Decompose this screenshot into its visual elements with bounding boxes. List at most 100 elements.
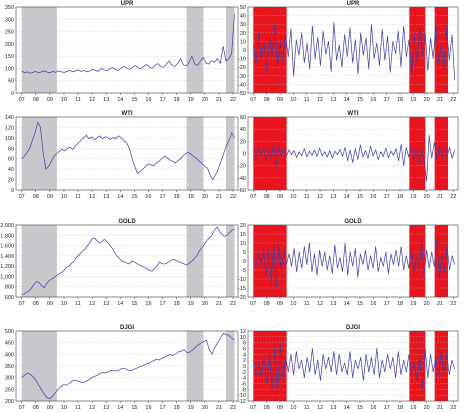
djgi-level-ytick-0: 200 xyxy=(5,399,14,405)
gold-return-xtick-10: 17 xyxy=(384,301,390,307)
upr-return-ytick-1: -40 xyxy=(238,82,246,88)
upr-level-ytick-4: 200 xyxy=(5,42,14,48)
djgi-return-xtick-13: 20 xyxy=(424,405,430,411)
upr-level-ytick-0: 0 xyxy=(11,91,14,97)
upr-level-xtick-6: 13 xyxy=(103,97,109,103)
gold-return-ytick-1: -15 xyxy=(238,286,246,292)
wti-return-xtick-9: 16 xyxy=(370,194,376,200)
djgi-level-xtick-15: 22 xyxy=(230,405,236,411)
wti-return-title: WTI xyxy=(348,111,359,117)
upr-return-series-line-0 xyxy=(252,22,456,81)
djgi-level-ytick-1: 250 xyxy=(5,387,14,393)
upr-return-ytick-7: 20 xyxy=(240,31,246,37)
djgi-return-xtick-11: 18 xyxy=(397,405,403,411)
gold-level-xtick-6: 13 xyxy=(103,301,109,307)
gold-level-xtick-13: 20 xyxy=(202,301,208,307)
gold-level-xtick-4: 11 xyxy=(75,301,81,307)
wti-level-series-line-0 xyxy=(21,121,235,180)
wti-level-xtick-12: 19 xyxy=(188,194,194,200)
upr-return-ytick-2: -30 xyxy=(238,74,246,80)
gold-return-ytick-2: -10 xyxy=(238,277,246,283)
gold-return-xtick-6: 13 xyxy=(330,301,336,307)
upr-return-panel: UPR -50 -40 -30 -20 -10 0 10 20 30 40 50 07 08 09 10 11 1… xyxy=(238,1,459,103)
upr-level-xtick-10: 17 xyxy=(160,97,166,103)
gold-level-xtick-12: 19 xyxy=(188,301,194,307)
gold-return-frame xyxy=(247,224,459,298)
upr-return-ytick-5: 0 xyxy=(243,48,246,54)
djgi-level-xtick-6: 13 xyxy=(103,405,109,411)
wti-return-xtick-5: 12 xyxy=(317,194,323,200)
wti-level-xtick-5: 12 xyxy=(89,194,95,200)
wti-level-shade-2 xyxy=(226,117,235,190)
gold-return-xtick-8: 15 xyxy=(357,301,363,307)
djgi-level-xtick-10: 17 xyxy=(160,405,166,411)
djgi-return-ytick-4: -4 xyxy=(241,376,246,382)
djgi-return-xtick-4: 11 xyxy=(304,405,310,411)
djgi-level-xtick-7: 14 xyxy=(117,405,123,411)
djgi-return-ytick-8: 4 xyxy=(243,352,246,358)
gold-level-xtick-10: 17 xyxy=(160,301,166,307)
upr-level-title: UPR xyxy=(121,1,134,7)
upr-return-xtick-6: 13 xyxy=(330,97,336,103)
wti-level-ytick-4: 80 xyxy=(8,146,14,152)
gold-level-ytick-4: 1,400 xyxy=(0,254,14,260)
gold-return-xtick-11: 18 xyxy=(397,301,403,307)
djgi-level-xtick-9: 16 xyxy=(145,405,151,411)
gold-return-xtick-4: 11 xyxy=(304,301,310,307)
wti-level-ytick-3: 60 xyxy=(8,157,14,163)
wti-level-frame xyxy=(15,116,239,191)
gold-return-xtick-5: 12 xyxy=(317,301,323,307)
wti-return-ytick-4: 20 xyxy=(240,139,246,145)
upr-return-xtick-8: 15 xyxy=(357,97,363,103)
djgi-return-ytick-3: -6 xyxy=(241,382,246,388)
wti-return-xtick-2: 09 xyxy=(277,194,283,200)
upr-level-xtick-13: 20 xyxy=(202,97,208,103)
upr-return-ytick-3: -20 xyxy=(238,65,246,71)
wti-return-xtick-0: 07 xyxy=(250,194,256,200)
gold-return-xtick-12: 19 xyxy=(410,301,416,307)
djgi-return-ytick-11: 10 xyxy=(240,335,246,341)
upr-return-ytick-4: -10 xyxy=(238,57,246,63)
wti-level-ytick-6: 120 xyxy=(5,125,14,131)
wti-level-xtick-2: 09 xyxy=(47,194,53,200)
upr-return-xtick-4: 11 xyxy=(304,97,310,103)
gold-level-xtick-9: 16 xyxy=(145,301,151,307)
upr-return-ytick-6: 10 xyxy=(240,39,246,45)
upr-level-xtick-5: 12 xyxy=(89,97,95,103)
upr-return-ytick-0: -50 xyxy=(238,91,246,97)
djgi-level-ytick-3: 350 xyxy=(5,364,14,370)
upr-return-xtick-10: 17 xyxy=(384,97,390,103)
gold-level-xtick-1: 08 xyxy=(33,301,39,307)
djgi-return-xtick-2: 09 xyxy=(277,405,283,411)
gold-return-ytick-4: 0 xyxy=(243,259,246,265)
djgi-level-ytick-2: 300 xyxy=(5,376,14,382)
gold-level-xtick-3: 10 xyxy=(61,301,67,307)
djgi-return-xtick-15: 22 xyxy=(450,405,456,411)
gold-return-ytick-5: 5 xyxy=(243,250,246,256)
wti-return-xtick-15: 22 xyxy=(450,194,456,200)
gold-return-xtick-0: 07 xyxy=(250,301,256,307)
upr-return-xtick-13: 20 xyxy=(424,97,430,103)
wti-return-ytick-0: -60 xyxy=(238,188,246,194)
djgi-return-ytick-12: 12 xyxy=(240,329,246,335)
wti-level-xtick-1: 08 xyxy=(33,194,39,200)
djgi-level-frame xyxy=(15,330,239,402)
upr-return-xtick-5: 12 xyxy=(317,97,323,103)
upr-level-xtick-4: 11 xyxy=(75,97,81,103)
wti-level-ytick-7: 140 xyxy=(5,115,14,121)
djgi-return-xtick-6: 13 xyxy=(330,405,336,411)
djgi-return-xtick-7: 14 xyxy=(344,405,350,411)
upr-return-xtick-1: 08 xyxy=(264,97,270,103)
wti-return-xtick-8: 15 xyxy=(357,194,363,200)
gold-level-shade-1 xyxy=(186,225,204,297)
gold-level-ytick-7: 2,000 xyxy=(0,223,14,229)
upr-return-xtick-2: 09 xyxy=(277,97,283,103)
djgi-return-xtick-0: 07 xyxy=(250,405,256,411)
wti-return-ytick-2: -20 xyxy=(238,164,246,170)
upr-level-xtick-12: 19 xyxy=(188,97,194,103)
wti-level-xtick-9: 16 xyxy=(145,194,151,200)
gold-return-xtick-14: 21 xyxy=(437,301,443,307)
djgi-level-xtick-2: 09 xyxy=(47,405,53,411)
upr-level-ytick-5: 250 xyxy=(5,30,14,36)
